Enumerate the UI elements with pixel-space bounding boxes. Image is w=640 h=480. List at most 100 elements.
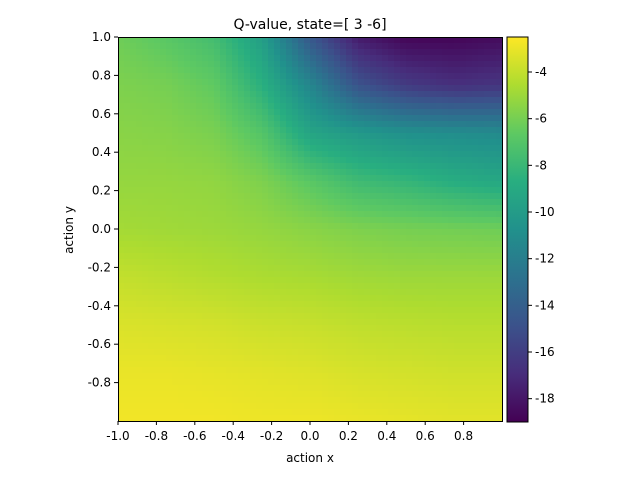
heatmap-cell bbox=[250, 361, 257, 368]
heatmap-cell bbox=[154, 253, 161, 260]
heatmap-cell bbox=[370, 307, 377, 314]
heatmap-cell bbox=[190, 187, 197, 194]
heatmap-cell bbox=[148, 415, 155, 422]
heatmap-cell bbox=[406, 247, 413, 254]
heatmap-cell bbox=[382, 331, 389, 338]
heatmap-cell bbox=[220, 127, 227, 134]
heatmap-cell bbox=[310, 97, 317, 104]
heatmap-cell bbox=[370, 73, 377, 80]
heatmap-cell bbox=[346, 301, 353, 308]
heatmap-cell bbox=[268, 319, 275, 326]
heatmap-cell bbox=[214, 181, 221, 188]
heatmap-cell bbox=[298, 373, 305, 380]
heatmap-cell bbox=[142, 379, 149, 386]
heatmap-cell bbox=[328, 253, 335, 260]
heatmap-cell bbox=[388, 391, 395, 398]
heatmap-cell bbox=[424, 313, 431, 320]
heatmap-cell bbox=[172, 145, 179, 152]
heatmap-cell bbox=[472, 373, 479, 380]
heatmap-cell bbox=[418, 409, 425, 416]
heatmap-cell bbox=[208, 415, 215, 422]
heatmap-cell bbox=[118, 409, 125, 416]
heatmap-cell bbox=[184, 343, 191, 350]
heatmap-cell bbox=[496, 295, 503, 302]
heatmap-cell bbox=[262, 157, 269, 164]
heatmap-cell bbox=[226, 169, 233, 176]
heatmap-cell bbox=[340, 211, 347, 218]
heatmap-cell bbox=[172, 313, 179, 320]
heatmap-cell bbox=[430, 247, 437, 254]
heatmap-cell bbox=[328, 85, 335, 92]
heatmap-cell bbox=[184, 163, 191, 170]
heatmap-cell bbox=[436, 115, 443, 122]
heatmap-cell bbox=[190, 265, 197, 272]
heatmap-cell bbox=[262, 97, 269, 104]
heatmap-cell bbox=[238, 283, 245, 290]
heatmap-cell bbox=[202, 289, 209, 296]
heatmap-cell bbox=[364, 355, 371, 362]
heatmap-cell bbox=[412, 289, 419, 296]
heatmap-cell bbox=[370, 97, 377, 104]
heatmap-cell bbox=[190, 49, 197, 56]
heatmap-cell bbox=[388, 37, 395, 44]
heatmap-cell bbox=[352, 55, 359, 62]
heatmap-cell bbox=[472, 391, 479, 398]
heatmap-cell bbox=[490, 301, 497, 308]
heatmap-cell bbox=[220, 61, 227, 68]
heatmap-cell bbox=[220, 355, 227, 362]
heatmap-cell bbox=[484, 409, 491, 416]
heatmap-cell bbox=[328, 205, 335, 212]
heatmap-cell bbox=[232, 181, 239, 188]
heatmap-cell bbox=[160, 343, 167, 350]
heatmap-cell bbox=[142, 157, 149, 164]
heatmap-cell bbox=[334, 229, 341, 236]
heatmap-cell bbox=[484, 397, 491, 404]
heatmap-cell bbox=[130, 199, 137, 206]
heatmap-cell bbox=[496, 223, 503, 230]
heatmap-cell bbox=[448, 151, 455, 158]
heatmap-cell bbox=[214, 241, 221, 248]
heatmap-cell bbox=[394, 271, 401, 278]
heatmap-cell bbox=[244, 169, 251, 176]
heatmap-cell bbox=[490, 127, 497, 134]
heatmap-cell bbox=[166, 151, 173, 158]
heatmap-cell bbox=[226, 73, 233, 80]
heatmap-cell bbox=[460, 175, 467, 182]
heatmap-cell bbox=[484, 97, 491, 104]
heatmap-cell bbox=[490, 229, 497, 236]
heatmap-cell bbox=[346, 121, 353, 128]
heatmap-cell bbox=[430, 319, 437, 326]
heatmap-cell bbox=[316, 235, 323, 242]
heatmap-cell bbox=[400, 85, 407, 92]
heatmap-cell bbox=[190, 163, 197, 170]
heatmap-cell bbox=[394, 187, 401, 194]
heatmap-cell bbox=[250, 91, 257, 98]
heatmap-cell bbox=[256, 283, 263, 290]
heatmap-cell bbox=[328, 103, 335, 110]
heatmap-cell bbox=[466, 403, 473, 410]
heatmap-cell bbox=[394, 217, 401, 224]
heatmap-cell bbox=[424, 367, 431, 374]
heatmap-cell bbox=[418, 217, 425, 224]
heatmap-cell bbox=[190, 127, 197, 134]
heatmap-cell bbox=[388, 337, 395, 344]
heatmap-cell bbox=[160, 307, 167, 314]
heatmap-cell bbox=[244, 67, 251, 74]
heatmap-cell bbox=[376, 331, 383, 338]
heatmap-cell bbox=[256, 289, 263, 296]
heatmap-cell bbox=[352, 205, 359, 212]
heatmap-cell bbox=[358, 187, 365, 194]
heatmap-cell bbox=[364, 325, 371, 332]
heatmap-cell bbox=[460, 385, 467, 392]
heatmap-cell bbox=[472, 115, 479, 122]
heatmap-cell bbox=[316, 151, 323, 158]
heatmap-cell bbox=[304, 313, 311, 320]
heatmap-cell bbox=[208, 127, 215, 134]
heatmap-cell bbox=[268, 367, 275, 374]
heatmap-cell bbox=[310, 385, 317, 392]
heatmap-cell bbox=[268, 403, 275, 410]
heatmap-cell bbox=[160, 37, 167, 44]
heatmap-cell bbox=[436, 337, 443, 344]
heatmap-cell bbox=[118, 61, 125, 68]
heatmap-cell bbox=[220, 343, 227, 350]
